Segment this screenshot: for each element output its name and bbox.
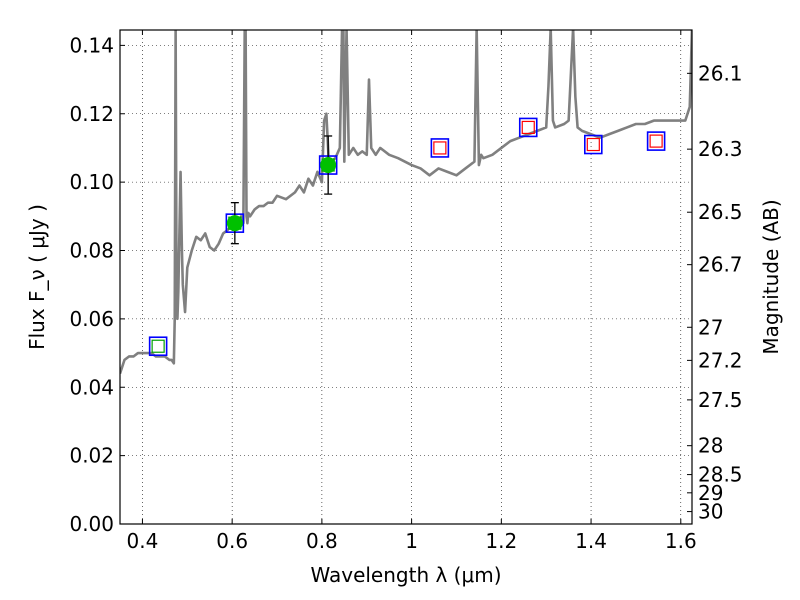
y-tick-label: 0.10 [69, 170, 114, 194]
y2-tick-label: 26.7 [698, 253, 743, 277]
observed-point [320, 157, 337, 174]
spectrum-layer [120, 30, 692, 374]
spectrum-line [120, 30, 692, 374]
y-tick-label: 0.00 [69, 512, 114, 536]
model-square-outer [518, 117, 538, 138]
y-tick-label: 0.02 [69, 444, 114, 468]
plot-frame [119, 29, 693, 525]
ticks-layer: 0.4 0.6 0.8 1 1.2 1.4 1.6 0.00 0.02 0.04 0.06 0.08 0… [69, 30, 743, 553]
x-tick-label: 0.8 [306, 529, 338, 553]
y2-axis-label: Magnitude (AB) [759, 199, 783, 354]
model-square-inner [586, 137, 600, 152]
model-square-inner [649, 134, 663, 148]
y2-tick-label: 28.5 [698, 463, 743, 487]
x-tick-label: 0.4 [127, 529, 159, 553]
y-tick-label: 0.12 [69, 102, 114, 126]
model-square-outer [646, 131, 666, 151]
y2-tick-label: 28 [698, 434, 723, 458]
observed-point [226, 215, 243, 232]
y-tick-label: 0.14 [69, 33, 114, 57]
x-tick-label: 1 [405, 529, 418, 553]
y2-tick-label: 30 [698, 500, 723, 524]
x-tick-label: 1.2 [485, 529, 517, 553]
y2-tick-label: 26.5 [698, 200, 743, 224]
y-tick-label: 0.04 [69, 375, 114, 399]
y2-tick-label: 26.3 [698, 137, 743, 161]
y2-tick-label: 27 [698, 315, 723, 339]
y-tick-label: 0.08 [69, 239, 114, 263]
model-square-inner [521, 120, 535, 135]
model-square-outer [584, 134, 603, 155]
model-square-outer [148, 336, 168, 357]
model-square-outer [430, 138, 450, 158]
y-tick-label: 0.06 [69, 307, 114, 331]
y2-tick-label: 27.5 [698, 388, 743, 412]
y-axis-label: Flux F_ν ( μJy ) [25, 204, 49, 350]
x-tick-label: 1.4 [575, 529, 607, 553]
y2-tick-label: 26.1 [698, 61, 743, 85]
x-axis-label: Wavelength λ (μm) [310, 563, 501, 587]
y2-tick-label: 29 [698, 481, 723, 505]
model-square-inner [433, 141, 447, 155]
x-tick-label: 0.6 [216, 529, 248, 553]
x-tick-label: 1.6 [665, 529, 697, 553]
model-square-inner [151, 339, 165, 353]
points-layer [148, 117, 666, 357]
y2-tick-label: 27.2 [698, 348, 743, 372]
grid [120, 30, 692, 524]
